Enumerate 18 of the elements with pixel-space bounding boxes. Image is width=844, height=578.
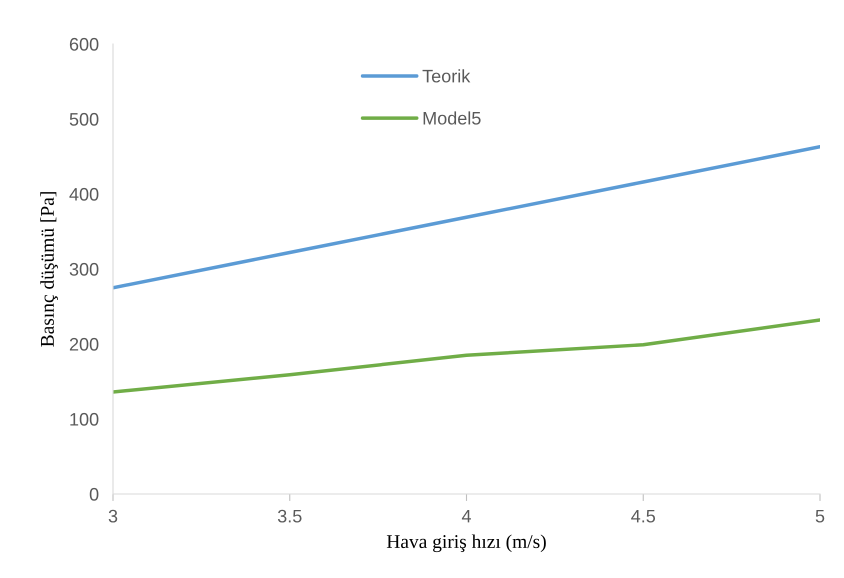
legend-label: Model5 <box>424 111 481 125</box>
y-tick-label: 0 <box>90 488 98 501</box>
x-tick-label: 3.5 <box>278 510 302 523</box>
y-tick-label: 100 <box>70 412 98 426</box>
x-tick-label: 5 <box>816 510 824 523</box>
line-series <box>113 318 820 394</box>
legend-label: Teorik <box>422 69 470 83</box>
y-tick-label: 400 <box>69 188 98 201</box>
line-series <box>113 145 820 290</box>
y-tick-label: 500 <box>70 112 98 126</box>
y-axis-title: Basınç düşümü [Pa] <box>40 192 58 347</box>
y-tick-label: 600 <box>70 38 98 51</box>
x-tick-label: 3 <box>108 510 118 523</box>
x-tick-label: 4.5 <box>631 510 656 523</box>
y-tick-label: 300 <box>70 262 98 276</box>
x-tick-label: 4 <box>462 510 471 522</box>
x-axis-title: Hava giriş hızı (m/s) <box>386 534 546 552</box>
y-tick-label: 200 <box>70 338 98 351</box>
